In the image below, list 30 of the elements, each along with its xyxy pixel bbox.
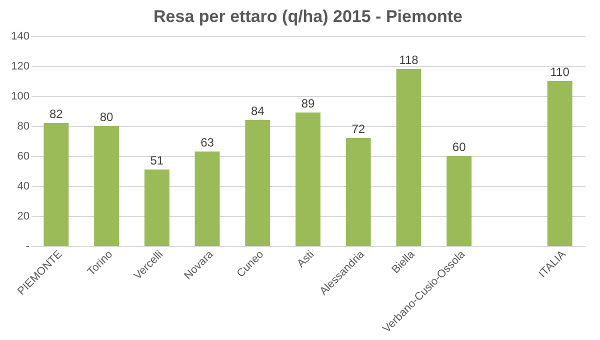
data-label: 84 (250, 104, 265, 118)
data-label: 118 (399, 53, 419, 67)
data-label: 110 (550, 65, 570, 79)
bar (446, 156, 472, 246)
data-label: 89 (301, 96, 315, 110)
y-tick-label: 60 (17, 150, 30, 162)
bar (396, 69, 422, 246)
y-tick-label: 20 (17, 210, 30, 222)
y-tick-label: 80 (17, 120, 30, 132)
bar (296, 112, 320, 246)
data-label: 60 (452, 140, 466, 154)
y-tick-label: 100 (11, 90, 30, 102)
bar (194, 152, 220, 246)
bar (44, 123, 69, 246)
y-tick-label: 40 (17, 180, 30, 192)
data-label: 80 (100, 110, 114, 124)
y-tick-label: 140 (11, 30, 30, 42)
bar (547, 81, 572, 246)
bar (245, 120, 270, 246)
x-tick-label: Asti (295, 248, 316, 270)
bar (94, 126, 120, 246)
bar (346, 138, 371, 246)
data-label: 82 (50, 107, 64, 121)
chart-title: Resa per ettaro (q/ha) 2015 - Piemonte (154, 7, 462, 26)
data-label: 51 (150, 154, 164, 168)
data-label: 63 (200, 136, 214, 150)
y-tick-label: - (26, 240, 30, 252)
y-tick-label: 120 (11, 60, 30, 72)
data-label: 72 (352, 122, 366, 136)
bar (144, 170, 170, 246)
